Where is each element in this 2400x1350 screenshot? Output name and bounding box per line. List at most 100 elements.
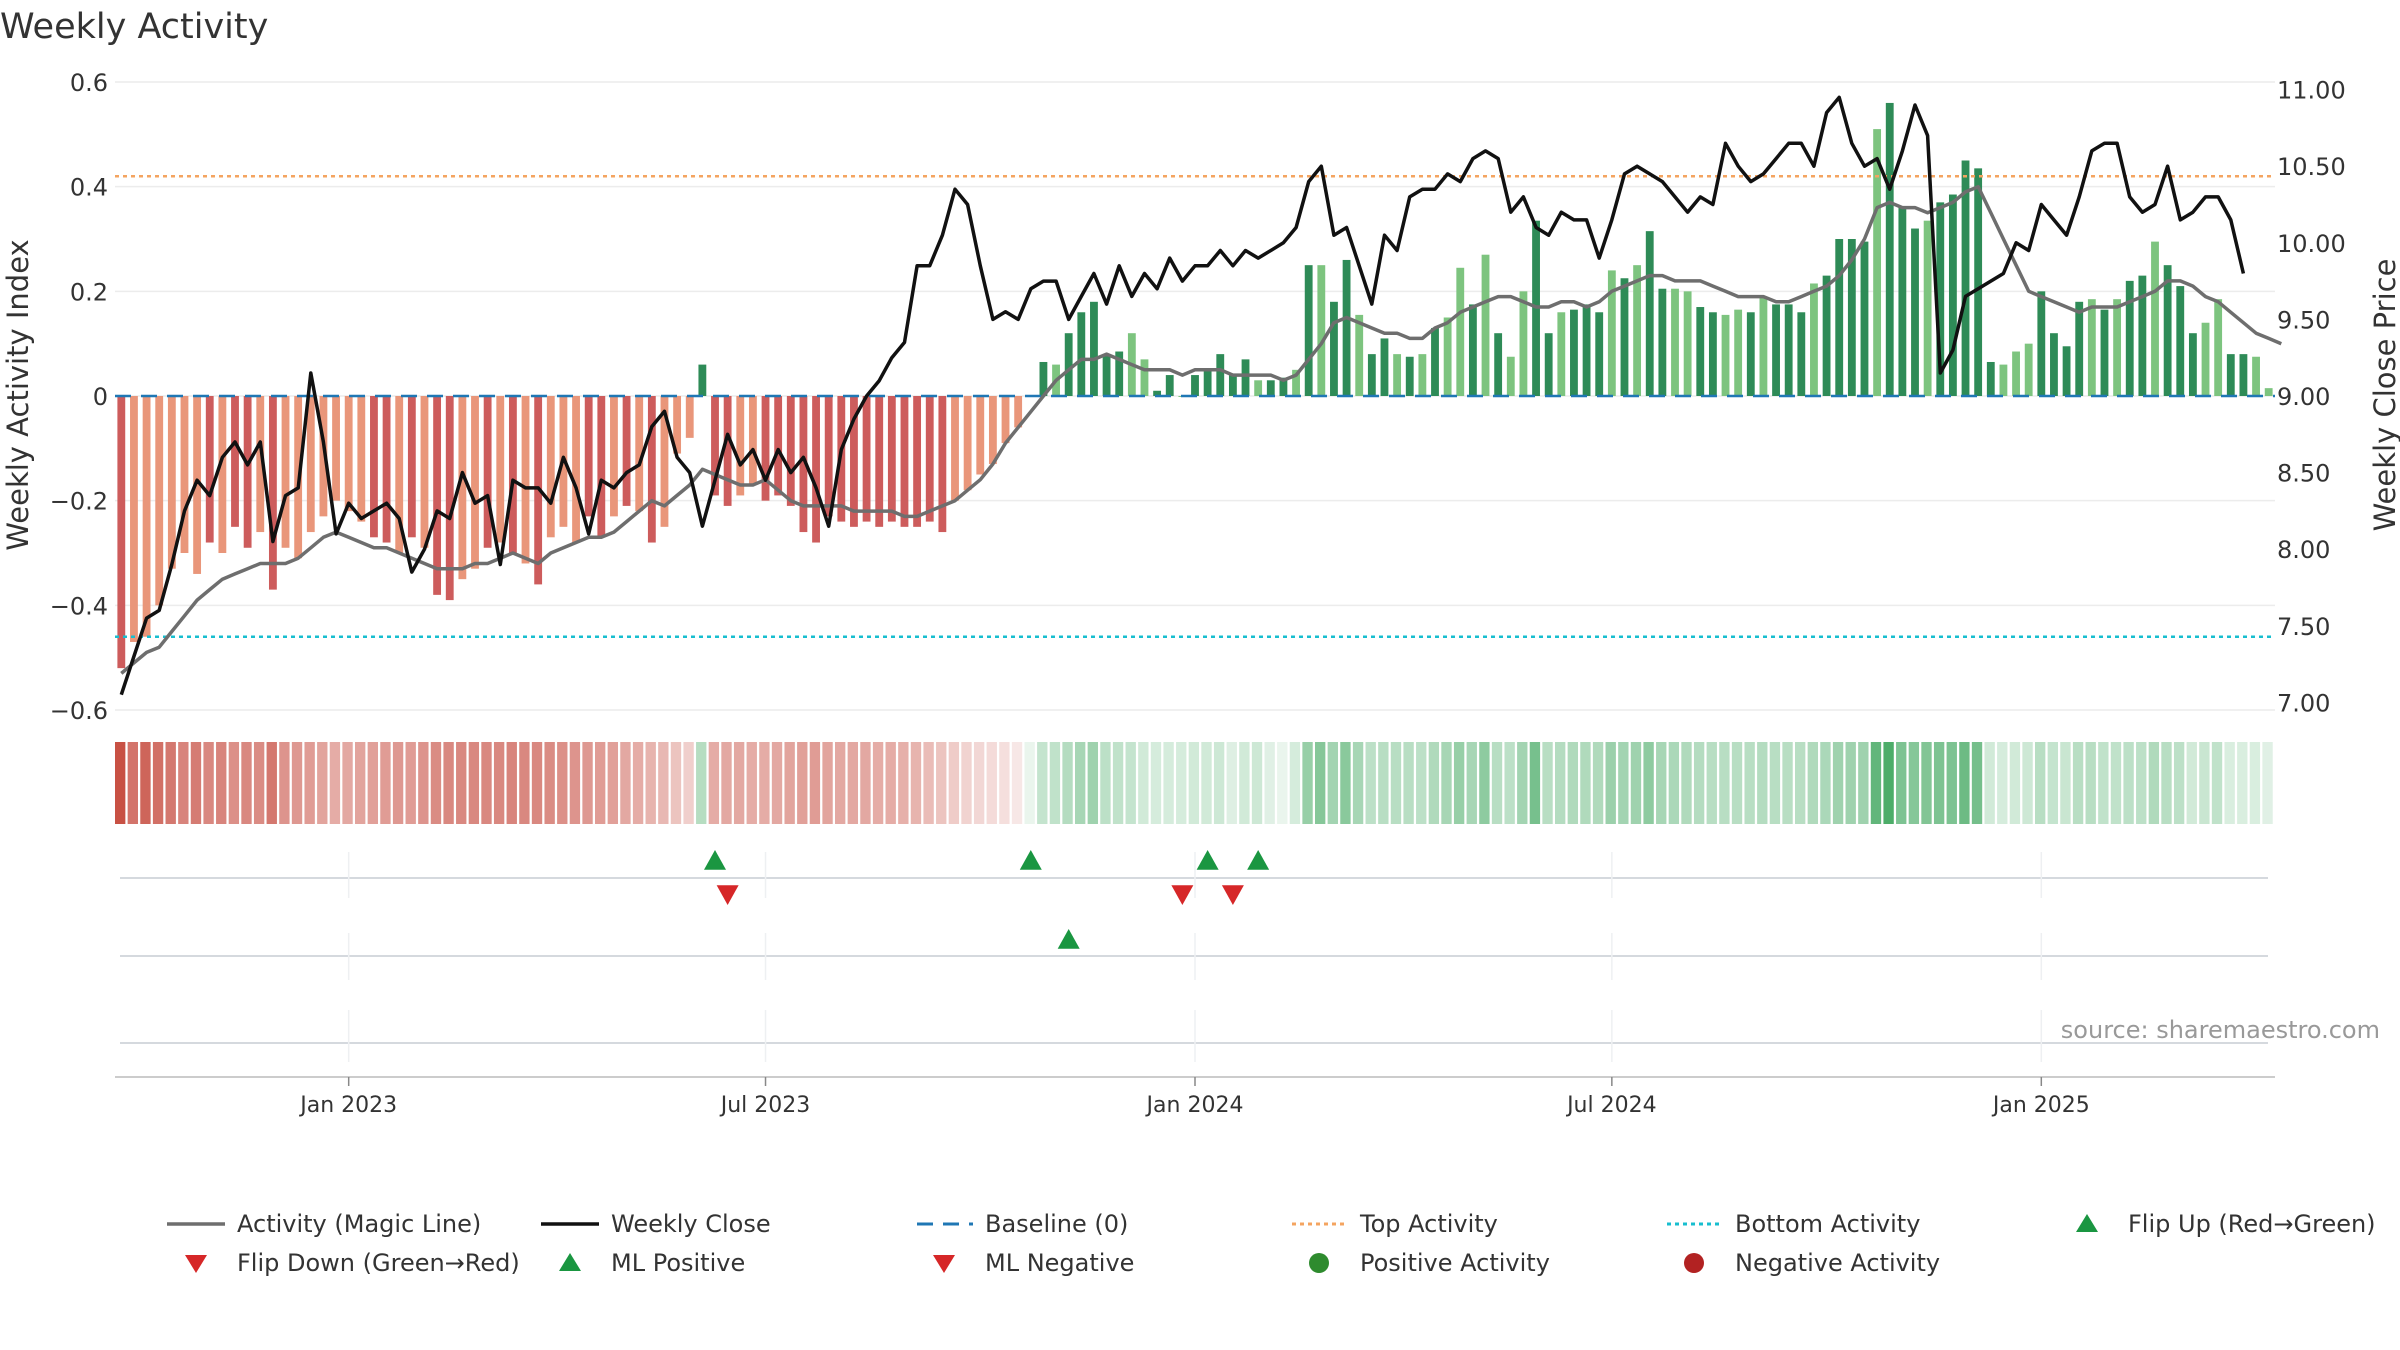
activity-bar bbox=[1835, 239, 1844, 396]
activity-bar bbox=[1936, 202, 1945, 396]
strip-cell bbox=[999, 742, 1010, 824]
activity-bar bbox=[1860, 241, 1869, 396]
strip-cell bbox=[1150, 742, 1162, 824]
strip-cell bbox=[1567, 742, 1578, 824]
y-tick-label: 0 bbox=[93, 383, 108, 411]
activity-bar bbox=[1683, 291, 1692, 396]
activity-bar bbox=[1696, 307, 1705, 396]
activity-bar bbox=[786, 396, 795, 506]
strip-cell bbox=[342, 742, 353, 824]
strip-cell bbox=[670, 742, 682, 824]
strip-cell bbox=[923, 742, 934, 824]
activity-bar bbox=[2012, 351, 2020, 396]
activity-bar bbox=[1228, 375, 1237, 396]
strip-cell bbox=[835, 742, 846, 824]
y-tick-label: 0.6 bbox=[70, 69, 108, 97]
x-tick-label: Jul 2023 bbox=[719, 1093, 811, 1118]
activity-bar bbox=[1203, 369, 1212, 396]
strip-cell bbox=[1592, 742, 1604, 824]
strip-cell bbox=[885, 742, 896, 824]
strip-cell bbox=[2098, 742, 2109, 824]
strip-cell bbox=[1858, 742, 1869, 824]
strip-cell bbox=[1997, 742, 2008, 824]
activity-bar bbox=[332, 396, 340, 501]
activity-bar bbox=[622, 396, 631, 506]
strip-cell bbox=[595, 742, 606, 824]
strip-cell bbox=[557, 742, 568, 824]
strip-cell bbox=[1213, 742, 1225, 824]
strip-cell bbox=[203, 742, 214, 824]
activity-bar bbox=[988, 396, 997, 465]
activity-bar bbox=[824, 396, 833, 517]
strip-cell bbox=[317, 742, 328, 824]
flip-up-marker bbox=[1019, 850, 1042, 870]
activity-bar bbox=[1506, 356, 1515, 396]
strip-cell bbox=[2022, 742, 2033, 824]
activity-bar bbox=[218, 396, 227, 553]
y2-tick-label: 8.50 bbox=[2277, 460, 2330, 488]
activity-bar bbox=[1115, 351, 1124, 396]
activity-bar bbox=[1367, 354, 1376, 396]
strip-cell bbox=[468, 742, 480, 824]
strip-cell bbox=[1024, 742, 1035, 824]
strip-cell bbox=[2123, 742, 2134, 824]
activity-bar bbox=[2062, 346, 2071, 396]
activity-bar bbox=[193, 396, 202, 574]
y2-tick-label: 7.00 bbox=[2277, 689, 2330, 717]
legend-swatch bbox=[933, 1255, 955, 1273]
activity-bar bbox=[2050, 333, 2058, 396]
activity-bar bbox=[635, 396, 644, 512]
activity-bar bbox=[1090, 301, 1098, 396]
activity-bar bbox=[2138, 275, 2147, 396]
strip-cell bbox=[1075, 742, 1086, 824]
strip-cell bbox=[582, 742, 593, 824]
strip-cell bbox=[1769, 742, 1781, 824]
strip-cell bbox=[1352, 742, 1364, 824]
strip-cell bbox=[1176, 742, 1187, 824]
activity-bar bbox=[963, 396, 972, 491]
x-axis: Jan 2023 Jul 2023 Jan 2024 Jul 2024 Jan 2025… bbox=[115, 1076, 2275, 1118]
strip-cell bbox=[1403, 742, 1414, 824]
strip-cell bbox=[1049, 742, 1061, 824]
activity-bar bbox=[1873, 129, 1882, 396]
activity-bar bbox=[1721, 314, 1730, 396]
strip-cell bbox=[1681, 742, 1692, 824]
strip-cell bbox=[1706, 742, 1717, 824]
activity-bar bbox=[1140, 359, 1149, 396]
activity-bar bbox=[231, 396, 239, 527]
activity-bar bbox=[1923, 220, 1932, 396]
strip-cell bbox=[1491, 742, 1503, 824]
activity-bar bbox=[938, 396, 947, 533]
strip-cell bbox=[178, 742, 189, 824]
activity-bar bbox=[1001, 396, 1010, 444]
y2-tick-label: 9.50 bbox=[2277, 306, 2330, 334]
activity-bar bbox=[1582, 304, 1591, 396]
strip-cell bbox=[1529, 742, 1541, 824]
activity-bar bbox=[660, 396, 669, 527]
activity-bar bbox=[382, 396, 391, 543]
strip-cell bbox=[936, 742, 947, 824]
strip-cell bbox=[1289, 742, 1301, 824]
strip-cell bbox=[1883, 742, 1894, 824]
strip-cell bbox=[1618, 742, 1629, 824]
activity-bar bbox=[913, 396, 922, 527]
activity-bar bbox=[1330, 301, 1338, 396]
strip-cell bbox=[721, 742, 732, 824]
activity-bar bbox=[2024, 343, 2033, 396]
strip-cell bbox=[1062, 742, 1073, 824]
strip-cell bbox=[1416, 742, 1427, 824]
series-lines bbox=[115, 95, 2282, 696]
activity-bar bbox=[243, 396, 252, 548]
activity-bar bbox=[2100, 309, 2109, 396]
strip-cell bbox=[910, 742, 922, 824]
activity-bar bbox=[180, 396, 189, 553]
activity-bar bbox=[2151, 241, 2159, 396]
activity-bar bbox=[1292, 369, 1300, 396]
strip-cell bbox=[367, 742, 378, 824]
activity-bar bbox=[1191, 375, 1199, 396]
strip-cell bbox=[2035, 742, 2046, 824]
activity-bar bbox=[167, 396, 176, 569]
activity-bar bbox=[1986, 361, 1995, 396]
strip-cell bbox=[216, 742, 227, 824]
